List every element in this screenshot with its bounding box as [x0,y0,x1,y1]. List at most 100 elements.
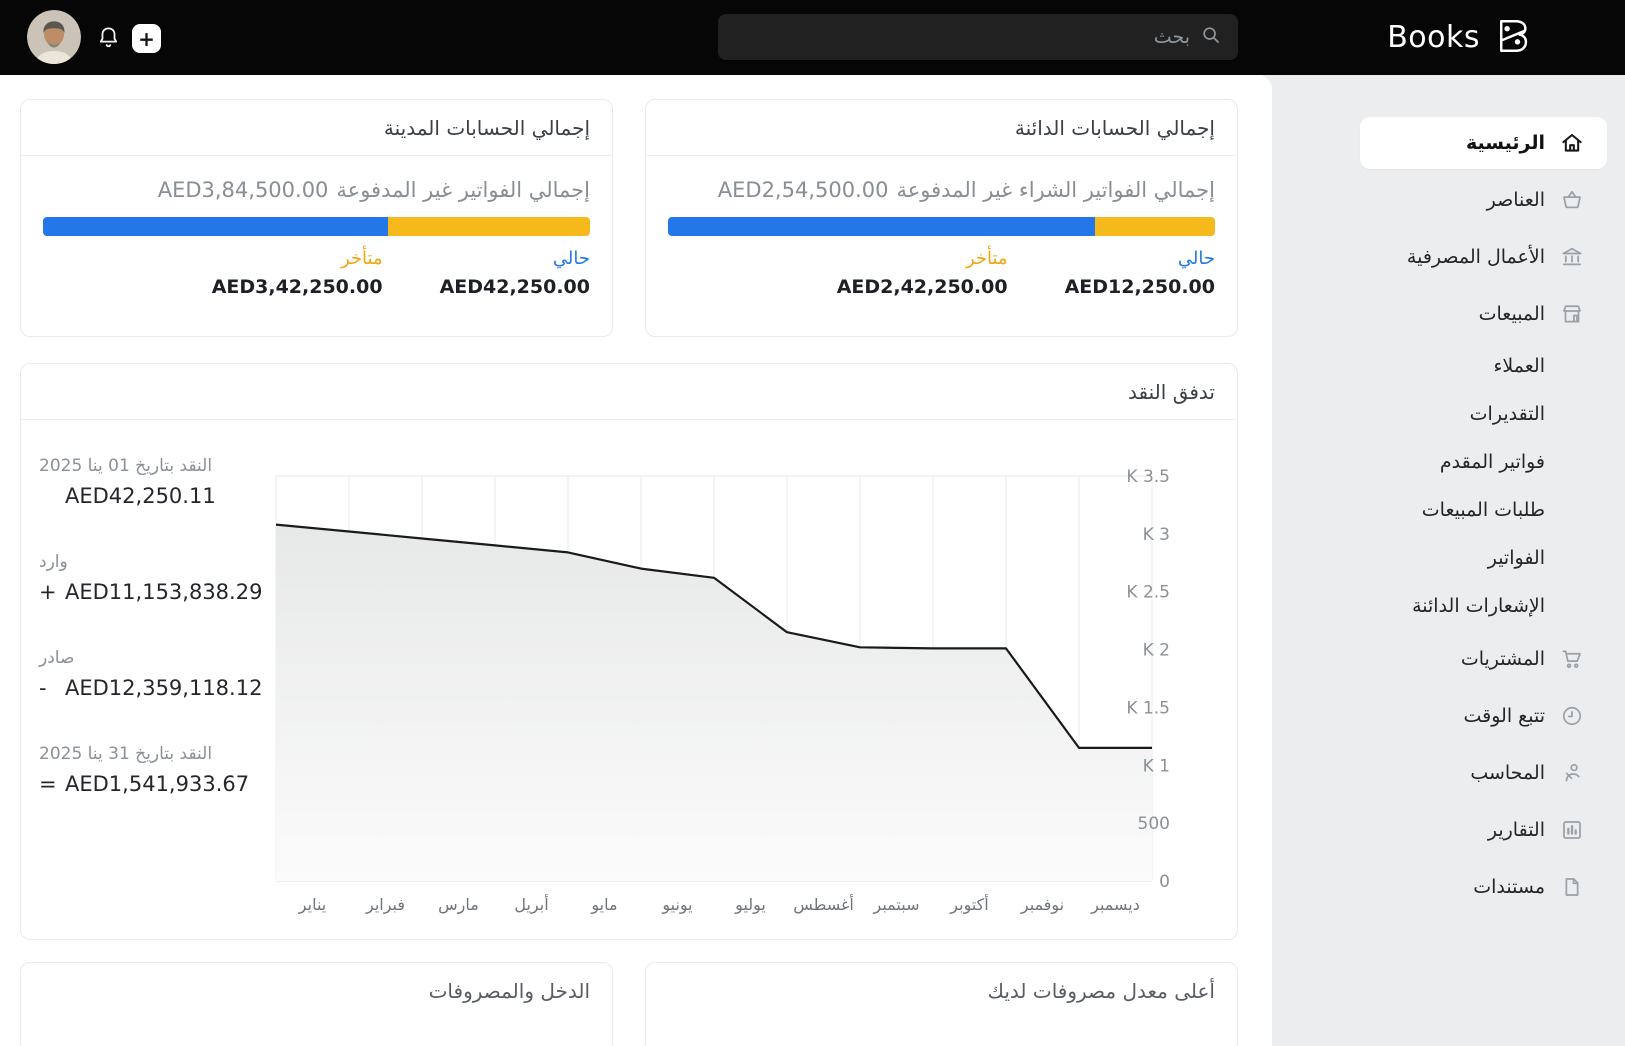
overdue-segment [1094,217,1215,236]
svg-text:K 3.5: K 3.5 [1126,467,1170,487]
search-input[interactable] [734,26,1190,48]
svg-text:K 2.5: K 2.5 [1126,583,1170,603]
svg-text:K 2: K 2 [1143,641,1170,661]
stat-label: صادر [39,648,75,668]
bank-icon [1558,243,1585,270]
stat-value: - AED12,359,118.12 [39,676,263,700]
main-navigation-sidebar: الرئيسية العناصر الأعمال المصرفية المبيعات ا… [1262,75,1625,1046]
basket-icon [1558,186,1585,213]
sidebar-item-1[interactable]: العناصر [1360,171,1607,228]
sidebar-item-14[interactable]: مستندات [1360,858,1607,915]
no-icon [1558,353,1585,380]
sidebar-item-9[interactable]: الإشعارات الدائنة [1360,582,1607,630]
svg-text:أبريل: أبريل [514,894,548,915]
cashflow-stat-2: صادر - AED12,359,118.12 [39,648,279,700]
global-search-box [718,14,1238,60]
sidebar-item-label: التقارير [1487,818,1545,841]
sidebar-item-2[interactable]: الأعمال المصرفية [1360,228,1607,285]
stat-label: النقد بتاريخ 31 ينا 2025 [39,744,213,764]
plus-icon: + [138,26,155,51]
stat-value: + AED11,153,838.29 [39,580,263,604]
no-icon [1558,545,1585,572]
sidebar-item-label: الفواتير [1487,547,1545,569]
accountant-icon [1558,759,1585,786]
no-icon [1558,593,1585,620]
clock-icon [1558,702,1585,729]
sidebar-item-6[interactable]: فواتير المقدم [1360,438,1607,486]
payables-current: حالي AED12,250.00 [1064,248,1215,298]
sidebar-item-13[interactable]: التقارير [1360,801,1607,858]
current-segment [668,217,1095,236]
sidebar-item-8[interactable]: الفواتير [1360,534,1607,582]
svg-text:أكتوبر: أكتوبر [949,894,988,915]
sidebar-item-11[interactable]: تتبع الوقت [1360,687,1607,744]
sidebar-item-label: الإشعارات الدائنة [1412,595,1545,617]
sidebar-item-4[interactable]: العملاء [1360,342,1607,390]
no-icon [1558,497,1585,524]
overdue-segment [387,217,590,236]
income-expense-title: الدخل والمصروفات [428,979,590,1003]
payables-subtitle: إجمالي الفواتير الشراء غير المدفوعة AED2… [717,178,1215,202]
sidebar-item-label: مستندات [1473,875,1545,898]
quick-add-plus-button[interactable]: + [132,24,161,53]
sidebar-item-3[interactable]: المبيعات [1360,285,1607,342]
sidebar-item-label: التقديرات [1469,403,1545,425]
payables-card-title: إجمالي الحسابات الدائنة [646,100,1237,156]
top-expenses-card: أعلى معدل مصروفات لديك [645,962,1238,1046]
sidebar-item-label: العناصر [1486,188,1545,211]
cart-icon [1558,645,1585,672]
no-icon [1558,449,1585,476]
search-icon [1200,24,1222,50]
sidebar-item-label: الرئيسية [1466,132,1545,154]
svg-text:فبراير: فبراير [365,895,405,915]
stat-value: AED42,250.11 [65,484,216,508]
stat-label: النقد بتاريخ 01 ينا 2025 [39,456,213,476]
dashboard-main-area: إجمالي الحسابات المدينة إجمالي الفواتير … [0,75,1272,1046]
receivables-overdue: متأخر AED3,42,250.00 [211,248,383,298]
cash-flow-stats: النقد بتاريخ 01 ينا 2025 AED42,250.11 وارد… [39,456,279,840]
receivables-card-title: إجمالي الحسابات المدينة [21,100,612,156]
top-header: + Books [0,0,1625,75]
svg-text:مايو: مايو [590,895,617,915]
sidebar-item-label: المحاسب [1470,761,1545,784]
document-icon [1558,873,1585,900]
total-receivables-card: إجمالي الحسابات المدينة إجمالي الفواتير … [20,99,613,337]
sidebar-item-5[interactable]: التقديرات [1360,390,1607,438]
stat-label: وارد [39,552,68,572]
income-expense-card: الدخل والمصروفات [20,962,613,1046]
home-icon [1558,130,1585,157]
stat-sign: = [39,772,57,796]
svg-text:K 1: K 1 [1143,756,1170,776]
sidebar-item-label: تتبع الوقت [1463,704,1545,727]
sidebar-item-10[interactable]: المشتريات [1360,630,1607,687]
top-expenses-title: أعلى معدل مصروفات لديك [987,979,1216,1003]
user-avatar[interactable] [27,10,81,64]
svg-text:K 3: K 3 [1143,525,1170,545]
sidebar-item-7[interactable]: طلبات المبيعات [1360,486,1607,534]
cash-flow-chart: K 3.5 K 3 K 2.5 K 2 K 1.5 K 1 500 0 يناير فبراير م… [275,467,1170,915]
current-segment [43,217,388,236]
cashflow-stat-0: النقد بتاريخ 01 ينا 2025 AED42,250.11 [39,456,279,508]
books-logo-text: Books [1387,20,1480,55]
books-brand[interactable]: Books [1387,0,1533,75]
receivables-progress-bar [43,217,590,236]
notifications-bell-icon[interactable] [96,25,121,56]
sidebar-item-label: المبيعات [1478,302,1545,325]
cash-flow-card: تدفق النقد النقد بتاريخ 01 ينا 2025 AED42… [20,363,1238,940]
sidebar-item-label: طلبات المبيعات [1421,499,1545,521]
sidebar-item-12[interactable]: المحاسب [1360,744,1607,801]
receivables-current: حالي AED42,250.00 [439,248,590,298]
books-logo-icon [1493,16,1533,60]
svg-text:0: 0 [1159,872,1170,892]
svg-text:ديسمبر: ديسمبر [1090,895,1140,915]
sidebar-item-label: المشتريات [1460,647,1545,670]
no-icon [1558,401,1585,428]
svg-text:500: 500 [1138,814,1170,834]
svg-text:أغسطس: أغسطس [793,894,854,915]
receivables-subtitle: إجمالي الفواتير غير المدفوعة AED3,84,500… [157,178,590,202]
stat-sign: + [39,580,57,604]
svg-text:K 1.5: K 1.5 [1126,698,1170,718]
reports-icon [1558,816,1585,843]
sidebar-item-0[interactable]: الرئيسية [1360,117,1607,169]
sidebar-item-label: فواتير المقدم [1439,451,1545,473]
